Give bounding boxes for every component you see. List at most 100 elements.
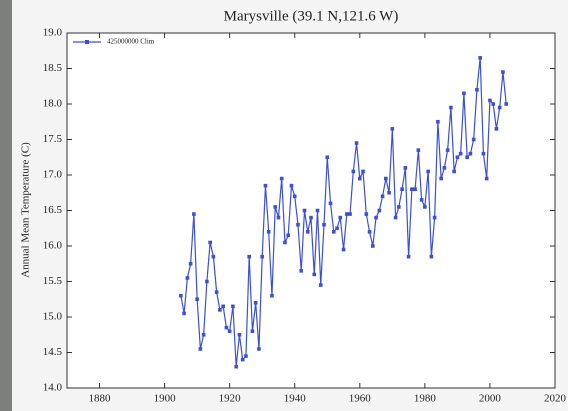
data-point: [260, 254, 264, 259]
data-point: [221, 304, 225, 309]
data-point: [312, 272, 317, 277]
data-point: [390, 127, 395, 131]
data-point: [432, 215, 437, 220]
data-point: [419, 198, 424, 202]
data-point: [322, 222, 326, 227]
data-point: [406, 254, 411, 259]
y-tick-label: 19.0: [43, 27, 63, 39]
data-point: [240, 357, 245, 362]
data-point: [400, 187, 404, 191]
data-point: [471, 137, 476, 142]
data-point: [468, 151, 473, 156]
data-point: [481, 151, 486, 156]
data-point: [195, 297, 199, 302]
y-tick-label: 17.5: [43, 133, 63, 145]
data-point: [279, 176, 284, 181]
data-point: [276, 215, 281, 220]
y-tick-label: 15.5: [43, 275, 63, 287]
data-point: [439, 176, 443, 181]
data-point: [270, 293, 274, 298]
data-point: [491, 102, 495, 106]
data-point: [384, 176, 388, 181]
y-tick-label: 16.5: [43, 204, 63, 216]
data-point: [494, 127, 499, 131]
data-point: [338, 215, 343, 220]
x-tick-label: 1960: [349, 393, 372, 405]
legend-label: 425000000 Clim: [107, 38, 155, 46]
data-point: [341, 247, 346, 252]
plot-area: [66, 32, 556, 389]
data-point: [364, 212, 369, 216]
data-point: [273, 205, 278, 209]
data-point: [179, 293, 183, 298]
data-point: [484, 176, 489, 181]
y-tick-label: 18.0: [43, 98, 63, 110]
data-point: [501, 70, 505, 74]
data-point: [335, 226, 339, 231]
data-point: [185, 276, 190, 280]
data-point: [416, 148, 421, 152]
chart-title: Marysville (39.1 N,121.6 W): [224, 8, 399, 24]
data-point: [445, 148, 450, 152]
data-point: [182, 311, 186, 316]
data-point: [377, 208, 382, 213]
data-point: [380, 194, 385, 199]
data-point: [208, 240, 212, 245]
data-point: [231, 304, 235, 309]
data-point: [410, 187, 414, 191]
y-tick-label: 18.5: [43, 62, 63, 74]
data-point: [218, 308, 222, 312]
data-point: [403, 166, 408, 170]
x-tick-label: 1980: [414, 393, 437, 405]
data-point: [452, 169, 456, 174]
data-point: [283, 240, 287, 245]
data-point: [247, 254, 251, 259]
data-point: [429, 254, 434, 259]
data-point: [442, 166, 447, 170]
x-tick-label: 1920: [219, 393, 242, 405]
data-point: [302, 208, 307, 213]
data-point: [374, 215, 378, 220]
data-point: [497, 105, 502, 110]
data-point: [344, 212, 349, 216]
y-tick-label: 17.0: [43, 169, 63, 181]
data-point: [462, 91, 466, 96]
y-tick-label: 16.0: [43, 240, 63, 252]
data-point: [449, 105, 453, 110]
data-point: [367, 230, 372, 234]
y-tick-label: 15.0: [43, 311, 63, 323]
x-tick-label: 1940: [284, 393, 307, 405]
data-point: [397, 205, 401, 209]
y-axis-label: Annual Mean Temperature (C): [20, 142, 32, 278]
x-tick-label: 1900: [154, 393, 177, 405]
data-point: [305, 230, 310, 234]
data-point: [266, 230, 271, 234]
data-point: [331, 230, 336, 234]
data-point: [504, 102, 508, 106]
data-point: [286, 233, 291, 238]
data-point: [289, 183, 294, 188]
data-point: [214, 290, 219, 294]
data-point: [188, 261, 193, 266]
data-point: [423, 205, 427, 209]
y-tick-label: 14.0: [43, 382, 63, 394]
data-point: [198, 347, 203, 351]
data-point: [299, 269, 304, 273]
x-tick-label: 1880: [89, 393, 112, 405]
data-point: [488, 98, 492, 103]
data-point: [201, 332, 206, 337]
data-point: [309, 215, 313, 220]
data-point: [328, 201, 333, 206]
legend-marker: [85, 40, 89, 44]
data-point: [478, 56, 482, 60]
data-point: [475, 88, 479, 92]
data-point: [358, 176, 362, 181]
data-point: [325, 155, 330, 160]
data-point: [426, 169, 430, 174]
data-point: [250, 329, 255, 333]
x-tick-label: 2020: [544, 393, 567, 405]
data-point: [371, 244, 375, 248]
data-point: [192, 212, 196, 216]
data-point: [455, 155, 460, 160]
